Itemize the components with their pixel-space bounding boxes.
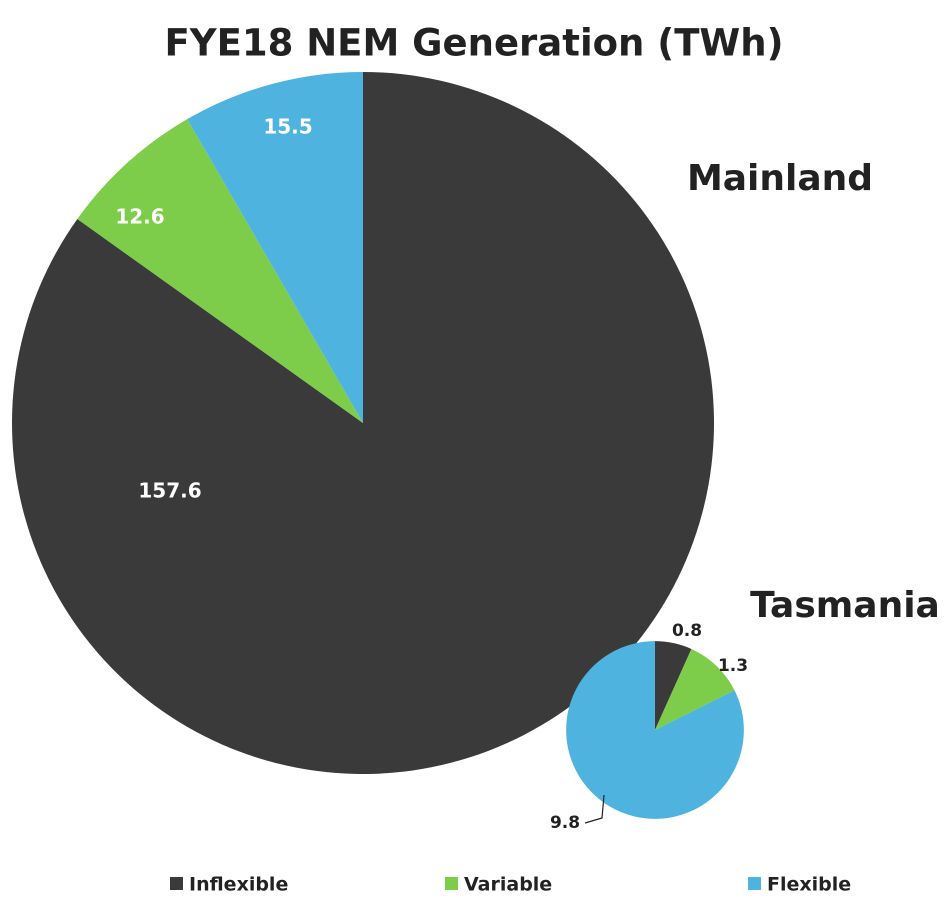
data-label: 0.8: [672, 621, 702, 641]
chart-title: FYE18 NEM Generation (TWh): [165, 22, 784, 65]
pie-slice: [655, 648, 735, 730]
data-label: 9.8: [550, 813, 580, 833]
legend-swatch: [170, 877, 183, 890]
legend-label: Variable: [464, 874, 552, 896]
legend-label: Flexible: [767, 874, 851, 896]
data-label: 15.5: [263, 115, 312, 139]
data-label: 12.6: [115, 205, 164, 229]
data-label: 1.3: [718, 656, 748, 676]
pie-slice: [77, 119, 363, 423]
legend-label: Inflexible: [189, 874, 288, 896]
pie-slice: [12, 72, 715, 774]
pie-slice: [655, 641, 692, 730]
legend-swatch: [445, 877, 458, 890]
pie-name: Tasmania: [750, 585, 940, 626]
leader-line: [584, 794, 605, 824]
data-label: 157.6: [138, 479, 201, 503]
pie-slice: [187, 72, 363, 423]
pie-name: Mainland: [687, 158, 873, 199]
legend-swatch: [748, 877, 761, 890]
pie-slice: [566, 641, 744, 819]
